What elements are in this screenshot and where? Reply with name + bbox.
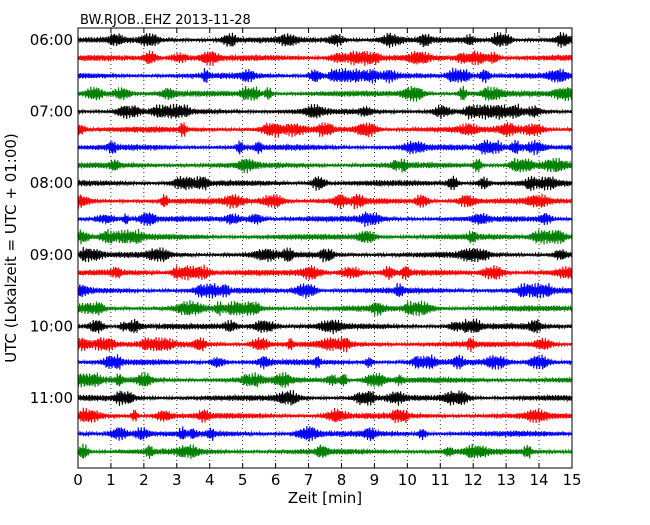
x-tick-label: 15 xyxy=(562,471,581,489)
waveform-trace-0800 xyxy=(77,175,573,192)
x-tick-label: 2 xyxy=(139,471,149,489)
waveform-trace-1000 xyxy=(77,318,573,335)
x-tick-label: 7 xyxy=(304,471,314,489)
y-tick-label: 10:00 xyxy=(30,317,73,335)
waveform-trace-1130 xyxy=(77,425,573,442)
waveform-trace-0730 xyxy=(77,139,573,156)
waveform-trace-0745 xyxy=(77,157,573,174)
y-axis-label: UTC (Lokalzeit = UTC + 01:00) xyxy=(2,133,20,363)
x-axis-label: Zeit [min] xyxy=(288,489,362,507)
x-tick-label: 9 xyxy=(370,471,380,489)
waveform-trace-0845 xyxy=(77,228,573,245)
y-tick-label: 06:00 xyxy=(30,31,73,49)
x-tick-label: 11 xyxy=(431,471,450,489)
x-tick-label: 1 xyxy=(106,471,116,489)
x-tick-label: 14 xyxy=(530,471,549,489)
waveform-trace-1145 xyxy=(77,443,573,459)
x-tick-label: 13 xyxy=(497,471,516,489)
x-tick-label: 5 xyxy=(238,471,248,489)
y-tick-label: 08:00 xyxy=(30,174,73,192)
waveform-trace-1015 xyxy=(77,336,573,353)
x-tick-label: 10 xyxy=(398,471,417,489)
x-axis-ticks: 0 1 2 3 4 5 6 7 8 9 10 11 12 13 14 15 xyxy=(73,28,582,489)
waveform-trace-1030 xyxy=(77,354,573,370)
waveform-trace-0700 xyxy=(77,103,573,120)
plot-frame xyxy=(77,27,573,469)
x-tick-label: 6 xyxy=(271,471,281,489)
waveform-trace-0900 xyxy=(77,246,573,263)
x-tick-label: 4 xyxy=(205,471,215,489)
waveform-trace-0830 xyxy=(77,211,573,228)
grid-lines xyxy=(110,28,540,468)
waveform-trace-0645 xyxy=(77,85,573,102)
x-tick-label: 8 xyxy=(337,471,347,489)
waveform-trace-0815 xyxy=(77,193,573,210)
waveform-trace-0915 xyxy=(77,264,573,281)
waveform-trace-0945 xyxy=(77,300,573,317)
waveform-traces xyxy=(77,32,573,459)
x-tick-label: 3 xyxy=(172,471,182,489)
x-tick-label: 0 xyxy=(73,471,83,489)
waveform-trace-0715 xyxy=(77,121,573,138)
y-tick-label: 11:00 xyxy=(30,389,73,407)
x-tick-label: 12 xyxy=(464,471,483,489)
chart-title: BW.RJOB..EHZ 2013-11-28 xyxy=(80,13,251,28)
waveform-trace-1100 xyxy=(77,390,573,406)
waveform-trace-0600 xyxy=(77,32,573,48)
y-tick-label: 09:00 xyxy=(30,246,73,264)
waveform-trace-1115 xyxy=(77,407,573,424)
waveform-trace-0930 xyxy=(77,282,573,299)
waveform-trace-0615 xyxy=(77,50,573,67)
y-tick-label: 07:00 xyxy=(30,103,73,121)
waveform-trace-1045 xyxy=(77,372,573,388)
waveform-trace-0630 xyxy=(77,67,573,84)
y-axis-ticks: 06:00 07:00 08:00 09:00 10:00 11:00 xyxy=(30,31,572,407)
